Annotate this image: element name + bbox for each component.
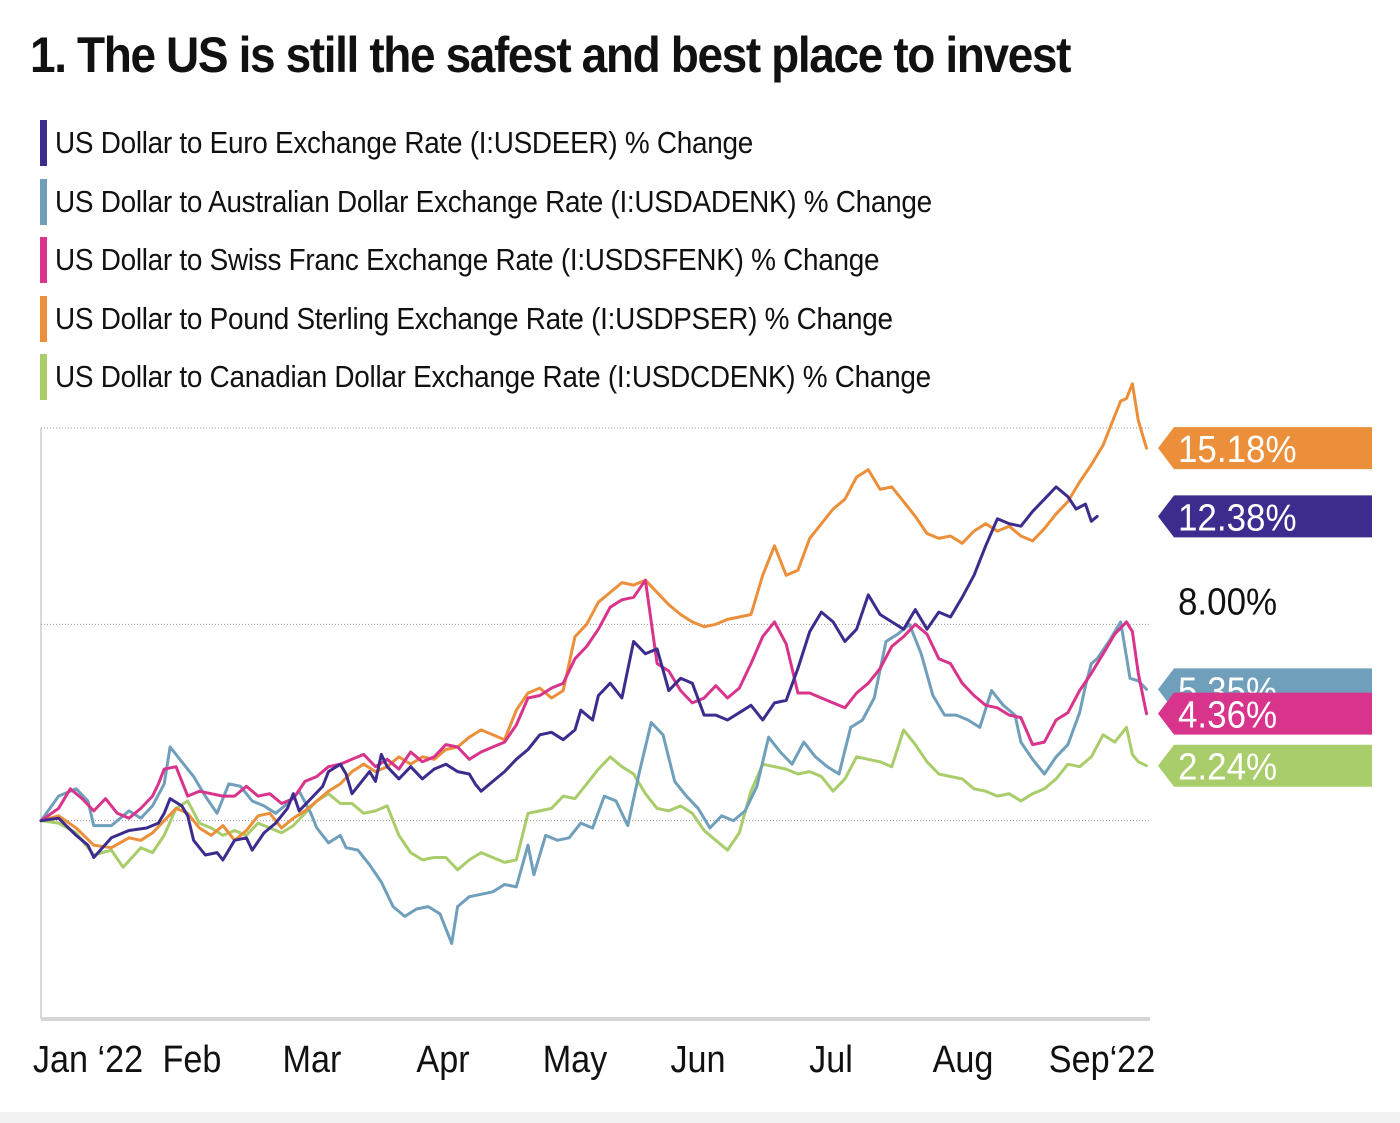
legend: US Dollar to Euro Exchange Rate (I:USDEE… [40, 114, 1029, 407]
series-line-3 [39, 382, 1148, 850]
end-label-value: 12.38% [1178, 496, 1297, 539]
end-label-tag-4 [1158, 744, 1372, 787]
legend-swatch-canadian-dollar [40, 354, 47, 401]
series-line-4 [39, 725, 1148, 872]
x-tick-label: Mar [283, 1037, 342, 1080]
legend-item-pound-sterling: US Dollar to Pound Sterling Exchange Rat… [40, 290, 1029, 349]
end-label-tag-3 [1158, 427, 1372, 470]
legend-label-euro: US Dollar to Euro Exchange Rate (I:USDEE… [55, 125, 754, 161]
x-tick-label: Apr [416, 1037, 469, 1080]
legend-swatch-swiss-franc [40, 237, 47, 284]
legend-item-canadian-dollar: US Dollar to Canadian Dollar Exchange Ra… [40, 348, 1029, 407]
end-label-value: 2.24% [1178, 745, 1277, 788]
end-label-tag-2 [1158, 692, 1372, 735]
end-label-tag-0 [1158, 495, 1372, 538]
chart-title: 1. The US is still the safest and best p… [30, 27, 1071, 83]
end-label-value: 15.18% [1178, 428, 1297, 471]
x-tick-label: Feb [163, 1037, 222, 1080]
legend-label-canadian-dollar: US Dollar to Canadian Dollar Exchange Ra… [55, 359, 931, 395]
x-tick-label: Sep‘22 [1049, 1037, 1155, 1080]
series-line-2 [39, 578, 1148, 823]
x-tick-label: May [543, 1037, 608, 1080]
end-label-value: 4.36% [1178, 693, 1277, 736]
footer-bar [0, 1112, 1400, 1123]
series-line-1 [39, 620, 1148, 945]
series-line-0 [39, 485, 1099, 862]
legend-label-australian-dollar: US Dollar to Australian Dollar Exchange … [55, 183, 932, 219]
legend-item-australian-dollar: US Dollar to Australian Dollar Exchange … [40, 173, 1029, 232]
legend-swatch-euro [40, 120, 47, 167]
legend-item-swiss-franc: US Dollar to Swiss Franc Exchange Rate (… [40, 231, 1029, 290]
x-tick-label: Aug [933, 1037, 994, 1080]
x-tick-label: Jun [670, 1037, 725, 1080]
x-tick-label: Jan ‘22 [33, 1037, 143, 1080]
legend-label-pound-sterling: US Dollar to Pound Sterling Exchange Rat… [55, 300, 893, 336]
legend-swatch-australian-dollar [40, 178, 47, 225]
reference-value-label: 8.00% [1178, 580, 1277, 623]
legend-swatch-pound-sterling [40, 295, 47, 342]
legend-label-swiss-franc: US Dollar to Swiss Franc Exchange Rate (… [55, 242, 880, 278]
x-tick-label: Jul [809, 1037, 853, 1080]
legend-item-euro: US Dollar to Euro Exchange Rate (I:USDEE… [40, 114, 1029, 173]
